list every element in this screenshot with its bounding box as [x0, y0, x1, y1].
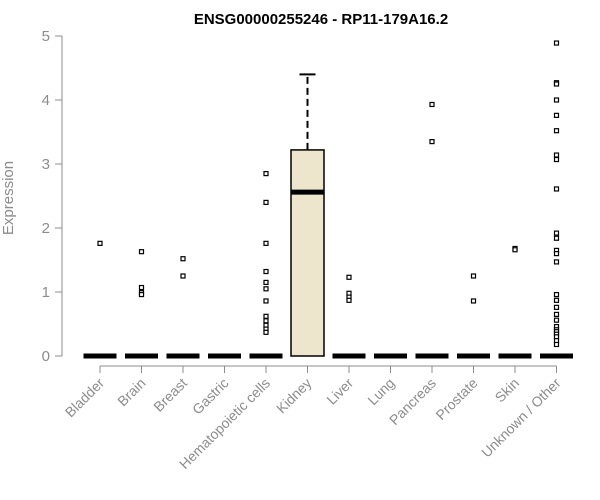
box-group [415, 101, 449, 359]
outlier-point [346, 297, 352, 303]
outlier-point [263, 313, 269, 319]
outlier-point [263, 268, 269, 275]
y-tick-label: 5 [42, 28, 50, 45]
outlier-point [553, 259, 560, 265]
y-tick-label: 4 [42, 92, 50, 109]
outlier-point [429, 101, 435, 108]
outlier-point [553, 291, 560, 298]
outlier-point [553, 81, 560, 87]
box-group [166, 256, 200, 359]
outlier-point [512, 247, 518, 253]
box-group [457, 273, 490, 359]
outlier-point [180, 273, 186, 279]
outlier-point [180, 256, 186, 262]
outlier-point [263, 199, 269, 205]
box-group [83, 240, 117, 359]
outlier-point [553, 317, 560, 323]
x-tick-label: Breast [150, 375, 190, 415]
box-group [125, 249, 158, 359]
outlier-point [97, 240, 103, 246]
outlier-point [263, 279, 269, 285]
outlier-point [138, 249, 145, 255]
box-group [290, 73, 325, 357]
outlier-point [263, 329, 269, 335]
box-group [498, 245, 532, 359]
y-axis-label: Expression [0, 161, 17, 235]
outlier-point [138, 284, 145, 291]
plot-area [83, 40, 573, 359]
y-tick-label: 0 [42, 348, 50, 365]
outlier-point [553, 304, 560, 310]
box-iqr [290, 149, 325, 357]
x-tick-label: Lung [364, 375, 397, 408]
outlier-point [263, 298, 269, 304]
x-tick-label: Kidney [273, 375, 315, 417]
box-group [540, 40, 573, 359]
outlier-point [553, 311, 560, 317]
outlier-point [263, 171, 269, 177]
y-tick-label: 3 [42, 156, 50, 173]
chart-title: ENSG00000255246 - RP11-179A16.2 [194, 11, 448, 28]
outlier-point [470, 273, 477, 279]
outlier-point [346, 274, 352, 280]
y-tick-label: 2 [42, 220, 50, 237]
x-tick-label: Brain [114, 375, 148, 409]
outlier-point [470, 298, 477, 304]
outlier-point [553, 97, 560, 103]
outlier-point [553, 186, 560, 192]
x-tick-label: Bladder [62, 375, 108, 421]
x-tick-label: Prostate [432, 375, 480, 423]
outlier-point [553, 235, 560, 241]
outlier-point [553, 297, 560, 303]
outlier-point [553, 128, 560, 134]
outlier-point [263, 318, 269, 324]
outlier-point [553, 112, 560, 118]
x-tick-label: Liver [323, 375, 356, 408]
x-tick-label: Unknown / Other [478, 375, 564, 461]
box-group [249, 171, 283, 359]
outlier-point [553, 156, 560, 163]
outlier-point [553, 341, 560, 348]
outlier-point [553, 230, 560, 236]
y-axis: 0 1 2 3 4 5 [42, 28, 63, 365]
outlier-point [138, 291, 145, 298]
x-tick-label: Skin [492, 375, 523, 406]
outlier-point [263, 240, 269, 246]
outlier-point [553, 40, 560, 46]
box-group [332, 274, 366, 359]
outlier-point [429, 139, 435, 145]
outlier-point [263, 286, 269, 292]
y-tick-label: 1 [42, 284, 50, 301]
outlier-point [553, 152, 560, 158]
outlier-point [553, 251, 560, 257]
